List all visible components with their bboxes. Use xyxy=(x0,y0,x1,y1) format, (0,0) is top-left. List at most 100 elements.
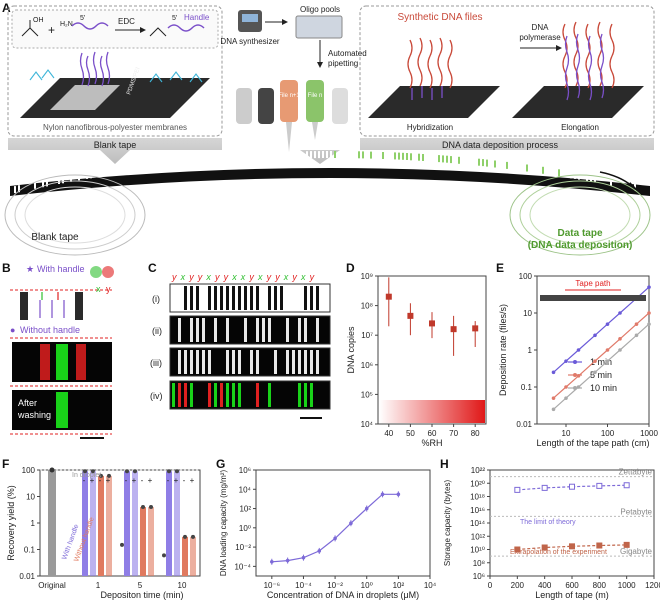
g-point xyxy=(285,558,290,563)
g-point xyxy=(301,555,306,560)
h-ytick-label: 10⁸ xyxy=(473,559,485,568)
h-xtick-label: 200 xyxy=(511,581,525,590)
h-theory-label: The limit of theory xyxy=(520,519,576,526)
after-washing-label-1: After xyxy=(18,398,37,408)
c-row-3-band xyxy=(190,383,193,407)
tape-mark xyxy=(398,152,400,160)
elongation-label: Elongation xyxy=(561,123,599,132)
tape-mark xyxy=(266,152,268,160)
h-ytick-label: 10¹⁸ xyxy=(470,493,485,502)
tape-mark xyxy=(322,151,324,158)
f-point xyxy=(175,469,179,474)
c-row-2-band xyxy=(190,350,193,374)
tape-mark xyxy=(18,185,20,193)
h-series-line xyxy=(517,544,627,551)
c-row-3-band xyxy=(232,383,235,407)
d-plot: 40 50 60 70 80 10⁴ 10⁵ 10⁶ 10⁷ 10⁸ 10⁹ xyxy=(361,272,481,438)
c-row-0-band xyxy=(184,286,187,310)
synth-arrowhead xyxy=(282,19,288,25)
c-seq-char-11: y xyxy=(266,272,272,282)
tape-mark xyxy=(406,153,408,160)
h-reference-label: Petabyte xyxy=(620,507,652,516)
f-sign-label: + xyxy=(132,476,137,485)
g-point xyxy=(396,492,401,497)
panel-label-d: D xyxy=(346,261,355,275)
c-seq-char-6: y xyxy=(223,272,229,282)
f-point xyxy=(133,469,137,474)
f-bar xyxy=(98,475,104,576)
c-row-0-band xyxy=(196,286,199,310)
f-sign-label: - xyxy=(83,476,86,485)
d-point xyxy=(429,320,435,327)
tape-mark xyxy=(450,156,452,164)
c-row-0-band xyxy=(304,286,307,310)
c-row-1-band xyxy=(214,318,217,342)
f-bar xyxy=(82,471,88,576)
c-row-2-band xyxy=(274,350,277,374)
tape-mark xyxy=(418,153,420,161)
h-xtick-label: 800 xyxy=(593,581,607,590)
tape-mark xyxy=(90,171,92,179)
f-point xyxy=(167,469,171,474)
tape-mark xyxy=(394,152,396,160)
h-point xyxy=(623,482,630,489)
panel-label-e: E xyxy=(496,261,504,275)
h-series-line xyxy=(517,484,627,491)
g-ytick-label: 10⁶ xyxy=(239,466,251,475)
c-seq-char-10: x xyxy=(257,272,263,282)
c-row-2-band xyxy=(304,350,307,374)
e-xtick-label: 100 xyxy=(601,429,615,438)
f-xtick-label: 10 xyxy=(178,581,187,590)
f-ytick-label: 100 xyxy=(22,466,36,475)
f-sign-label: - xyxy=(125,476,128,485)
chem-oh-label: OH xyxy=(33,17,44,24)
f-sign-label: + xyxy=(90,476,95,485)
d-point xyxy=(385,293,392,300)
plus-sign: + xyxy=(48,23,55,37)
edc-arrowhead xyxy=(140,27,146,33)
h-ylabel: Storage capacity (bytes) xyxy=(443,480,452,567)
oligo-plate-icon xyxy=(295,15,343,39)
f-bar xyxy=(166,471,172,576)
h-ytick-label: 10⁶ xyxy=(473,572,485,581)
f-bar-original xyxy=(48,470,56,576)
f-bar xyxy=(140,507,146,576)
e-point xyxy=(605,348,610,352)
f-bar xyxy=(90,471,96,576)
c-row-0-band xyxy=(256,286,259,310)
f-point xyxy=(91,469,95,474)
h-point xyxy=(569,483,575,490)
c-row-label-iii: (iii) xyxy=(150,358,162,368)
f-xlabel: Depositon time (min) xyxy=(100,590,183,600)
f-ytick-label: 0.1 xyxy=(24,546,36,555)
b-green-band xyxy=(56,344,68,380)
h-point xyxy=(596,542,603,549)
c-row-2-band xyxy=(316,350,319,374)
f-point xyxy=(83,469,87,474)
b-red-band-1 xyxy=(40,344,50,380)
e-series-line xyxy=(553,323,650,410)
c-row-2-band xyxy=(232,350,235,374)
g-xtick-label: 10⁻⁴ xyxy=(295,581,312,590)
e-point xyxy=(551,396,556,400)
d-xtick-label: 40 xyxy=(384,429,393,438)
h-xtick-label: 1000 xyxy=(618,581,636,590)
g-xtick-label: 10² xyxy=(393,581,405,590)
d-xtick-label: 70 xyxy=(449,429,458,438)
d-ytick-label: 10⁷ xyxy=(361,331,373,340)
tape-direction-arrowhead xyxy=(628,182,638,190)
g-point xyxy=(380,492,385,497)
file-n1-label: File n+1 xyxy=(278,93,300,99)
h-plot: 0 200 400 600 800 1000 1200 10⁶ 10⁸ 10¹⁰ 10¹² 10¹⁴ 1… xyxy=(470,466,660,590)
f-bar xyxy=(106,475,112,576)
f-extra-point xyxy=(162,553,166,558)
c-row-2-band xyxy=(178,350,181,374)
c-row-3-band xyxy=(256,383,259,407)
tape-mark xyxy=(382,152,384,159)
c-row-2-band xyxy=(286,350,289,374)
f-point xyxy=(141,505,145,510)
panel-label-h: H xyxy=(440,457,449,471)
e-ytick-label: 1 xyxy=(528,346,533,355)
c-row-1-band xyxy=(256,318,259,342)
d-xtick-label: 80 xyxy=(471,429,480,438)
